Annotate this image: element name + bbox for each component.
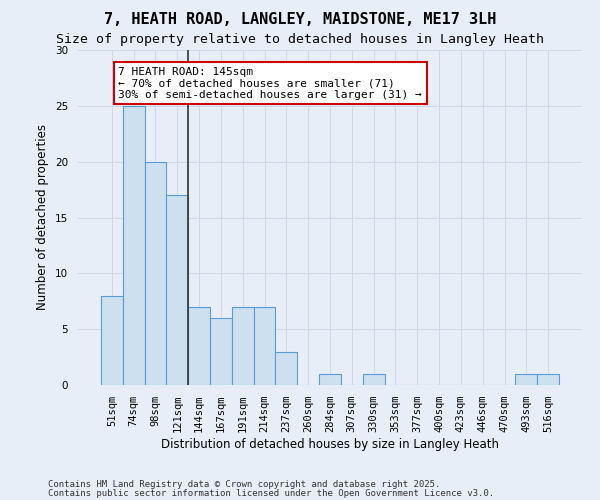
Bar (101, 296, 123, 385)
Bar (275, 352, 297, 385)
Text: Contains HM Land Registry data © Crown copyright and database right 2025.: Contains HM Land Registry data © Crown c… (48, 480, 440, 489)
Text: 7 HEATH ROAD: 145sqm
← 70% of detached houses are smaller (71)
30% of semi-detac: 7 HEATH ROAD: 145sqm ← 70% of detached h… (118, 66, 422, 100)
Bar (537, 374, 559, 385)
Text: 7, HEATH ROAD, LANGLEY, MAIDSTONE, ME17 3LH: 7, HEATH ROAD, LANGLEY, MAIDSTONE, ME17 … (104, 12, 496, 28)
Y-axis label: Number of detached properties: Number of detached properties (37, 124, 49, 310)
Bar (232, 307, 254, 385)
Bar (254, 307, 275, 385)
Bar (123, 106, 145, 385)
Bar (515, 374, 537, 385)
Bar (210, 318, 232, 385)
Bar (319, 374, 341, 385)
Text: Size of property relative to detached houses in Langley Heath: Size of property relative to detached ho… (56, 32, 544, 46)
Bar (145, 162, 166, 385)
X-axis label: Distribution of detached houses by size in Langley Heath: Distribution of detached houses by size … (161, 438, 499, 451)
Bar (166, 195, 188, 385)
Text: Contains public sector information licensed under the Open Government Licence v3: Contains public sector information licen… (48, 489, 494, 498)
Bar (188, 307, 210, 385)
Bar (363, 374, 385, 385)
